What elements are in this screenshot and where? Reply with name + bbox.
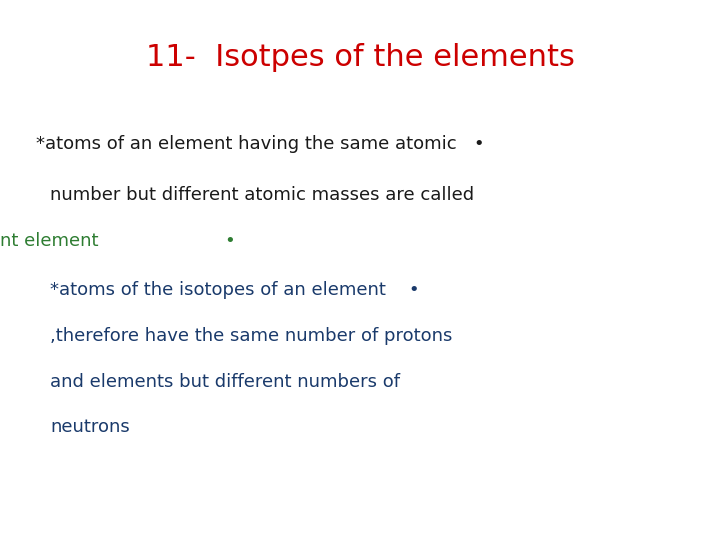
Text: *atoms of an element having the same atomic   •: *atoms of an element having the same ato… (36, 135, 485, 153)
Text: ,therefore have the same number of protons: ,therefore have the same number of proto… (50, 327, 453, 345)
Text: nt element                      •: nt element • (0, 232, 235, 250)
Text: *atoms of the isotopes of an element    •: *atoms of the isotopes of an element • (50, 281, 420, 299)
Text: and elements but different numbers of: and elements but different numbers of (50, 373, 400, 390)
Text: 11-  Isotpes of the elements: 11- Isotpes of the elements (145, 43, 575, 72)
Text: neutrons: neutrons (50, 418, 130, 436)
Text: number but different atomic masses are called: number but different atomic masses are c… (50, 186, 474, 204)
